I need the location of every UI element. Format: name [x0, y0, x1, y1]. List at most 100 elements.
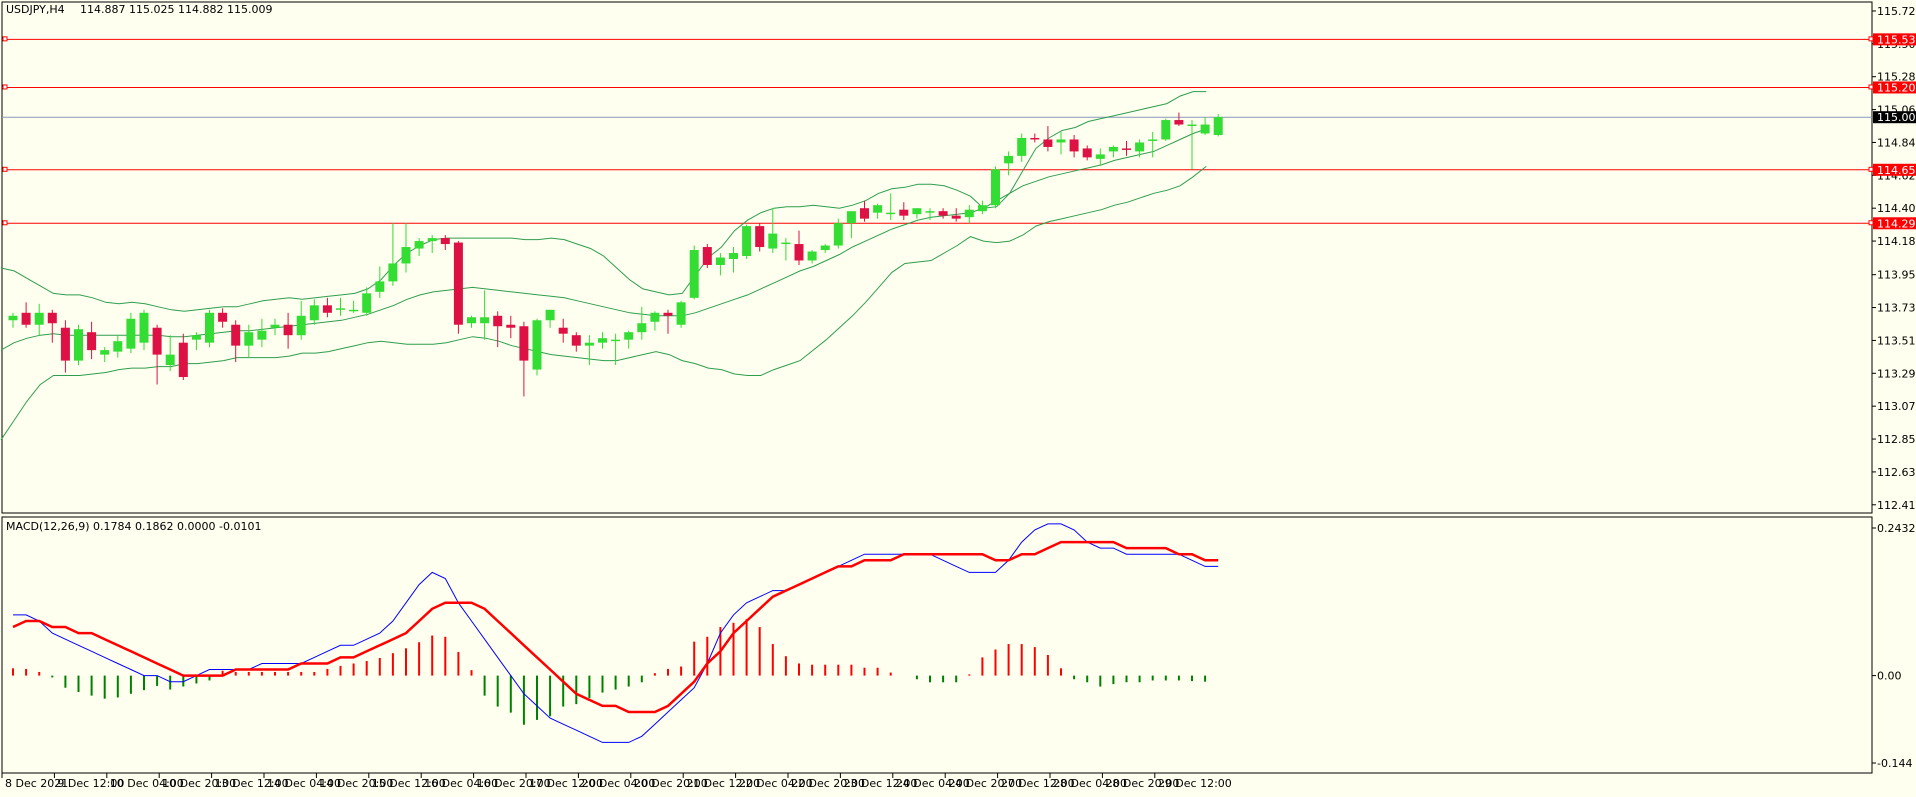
- candle-body: [650, 312, 660, 322]
- candle: [257, 318, 267, 348]
- candle-body: [336, 308, 345, 310]
- candle: [571, 332, 581, 352]
- candle-body: [833, 223, 843, 246]
- candle: [388, 223, 398, 286]
- candle: [296, 300, 306, 340]
- time-tick-label: 22 Dec 20:00: [791, 777, 865, 790]
- candle-body: [309, 305, 319, 321]
- bollinger-bands: [0, 91, 1207, 441]
- time-tick-label: 29 Dec 12:00: [1158, 777, 1232, 790]
- price-level-tag: [1873, 163, 1916, 176]
- time-tick-label: 17 Dec 12:00: [529, 777, 603, 790]
- time-tick-label: 8 Dec 2021: [5, 777, 68, 790]
- price-level-tag: [1873, 81, 1916, 94]
- candle: [47, 309, 57, 343]
- candle: [1161, 118, 1171, 141]
- candle: [401, 223, 411, 273]
- candle: [964, 205, 974, 224]
- time-tick-label: 14 Dec 20:00: [319, 777, 393, 790]
- candle: [60, 320, 70, 373]
- candle-body: [676, 302, 686, 325]
- macd-histogram: [12, 619, 1207, 725]
- time-tick-label: 10 Dec 20:00: [162, 777, 236, 790]
- candle: [715, 253, 725, 276]
- candle: [624, 330, 634, 349]
- candle-body: [1213, 117, 1223, 135]
- time-tick-label: 23 Dec 12:00: [843, 777, 917, 790]
- candle: [768, 208, 778, 254]
- price-tick-label: 115.280: [1877, 71, 1916, 84]
- candle: [912, 208, 922, 219]
- level-handle-right: [1868, 220, 1874, 226]
- candle: [1030, 133, 1040, 143]
- candle: [1122, 140, 1131, 156]
- time-tick-label: 20 Dec 04:00: [581, 777, 655, 790]
- price-tick-label: 114.840: [1877, 136, 1916, 149]
- candle-body: [349, 309, 359, 312]
- candle: [467, 315, 476, 328]
- candle-body: [820, 245, 830, 251]
- candle: [519, 321, 529, 397]
- candle: [951, 208, 961, 222]
- candle: [231, 320, 241, 363]
- candle-body: [427, 238, 437, 242]
- candle-body: [231, 324, 241, 346]
- candle-body: [1069, 139, 1079, 152]
- time-tick-label: 14 Dec 04:00: [267, 777, 341, 790]
- time-tick-label: 15 Dec 12:00: [372, 777, 446, 790]
- candle: [87, 321, 97, 360]
- candle: [336, 297, 345, 316]
- candle-body: [205, 312, 214, 343]
- candle: [283, 312, 293, 349]
- candle-body: [781, 242, 791, 245]
- candles: [8, 112, 1223, 397]
- candle-body: [873, 205, 883, 213]
- candle-body: [977, 205, 987, 212]
- candle: [899, 202, 909, 221]
- candle-body: [218, 312, 228, 322]
- candle-body: [860, 208, 869, 219]
- candle: [126, 312, 136, 354]
- horizontal-levels: [2, 36, 1874, 226]
- bb-upper-line: [0, 91, 1207, 312]
- candle: [689, 245, 699, 300]
- price-level-tag-label: 115.009: [1877, 111, 1916, 124]
- candle: [152, 324, 162, 385]
- candle: [873, 203, 883, 219]
- candle-body: [964, 209, 974, 218]
- candle-body: [912, 208, 922, 215]
- candle-body: [467, 317, 476, 324]
- candle-body: [113, 341, 123, 352]
- price-level-tag: [1873, 217, 1916, 230]
- price-tick-label: 114.180: [1877, 235, 1916, 248]
- price-axis: 115.720115.500115.280115.060114.840114.6…: [1872, 5, 1916, 512]
- candle-body: [1148, 139, 1158, 141]
- candle: [729, 247, 738, 273]
- candle-body: [401, 247, 411, 264]
- candle-body: [191, 335, 201, 340]
- price-tick-label: 114.400: [1877, 202, 1916, 215]
- candle: [440, 235, 450, 251]
- candle: [820, 244, 830, 254]
- candle: [1135, 139, 1145, 158]
- candle: [637, 306, 647, 340]
- time-tick-label: 20 Dec 20:00: [634, 777, 708, 790]
- level-handle-right: [1868, 166, 1874, 172]
- candle: [480, 290, 490, 340]
- candle-body: [951, 215, 961, 219]
- candle-body: [1135, 142, 1145, 152]
- candle: [1069, 134, 1079, 158]
- price-level-tag-label: 115.208: [1877, 81, 1916, 94]
- candle-body: [8, 315, 18, 321]
- candle: [532, 318, 542, 376]
- candle-body: [1017, 137, 1027, 156]
- candle: [34, 303, 44, 336]
- candle: [702, 244, 712, 268]
- candle: [218, 308, 228, 328]
- candle-body: [362, 293, 372, 313]
- time-tick-label: 21 Dec 12:00: [686, 777, 760, 790]
- candle-body: [270, 324, 280, 328]
- candle: [1213, 114, 1223, 137]
